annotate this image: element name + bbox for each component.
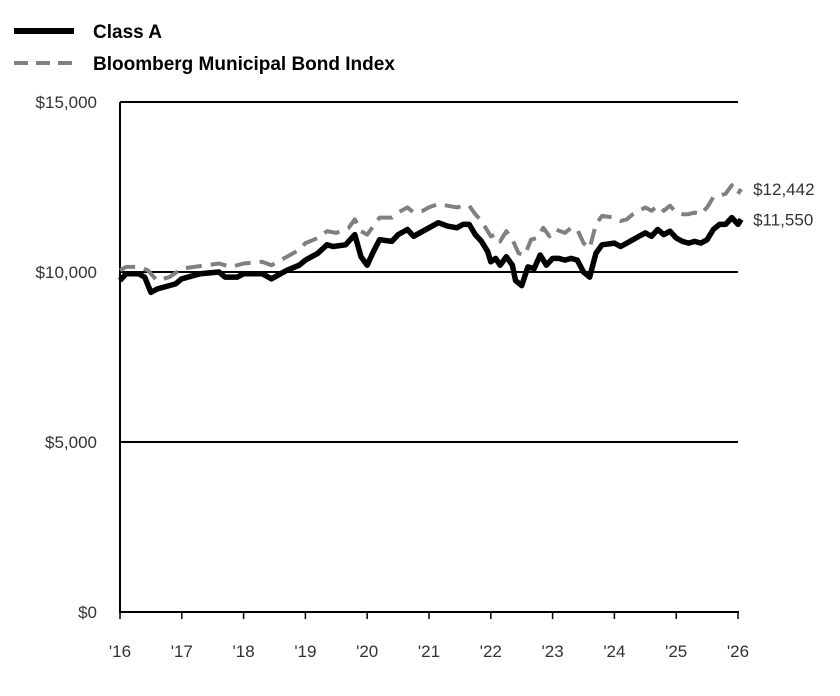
y-tick-label: $0 — [78, 603, 97, 622]
x-tick-label: '18 — [233, 642, 255, 661]
y-tick-labels: $0 $5,000 $10,000 $15,000 — [36, 93, 97, 622]
end-labels: $12,442 $11,550 — [753, 180, 814, 229]
x-tick-label: '23 — [542, 642, 564, 661]
x-tick-label: '25 — [665, 642, 687, 661]
series-layer — [117, 183, 744, 296]
end-value-label-bloomberg-index: $12,442 — [753, 180, 814, 199]
y-tick-label: $5,000 — [45, 433, 97, 452]
x-tick-label: '17 — [171, 642, 193, 661]
x-tick-label: '26 — [727, 642, 749, 661]
legend: Class A Bloomberg Municipal Bond Index — [14, 22, 395, 75]
axes — [119, 102, 739, 613]
legend-entry-bloomberg-index: Bloomberg Municipal Bond Index — [14, 54, 395, 75]
series-line-class-a — [117, 214, 744, 296]
x-tick-label: '24 — [603, 642, 625, 661]
y-tick-label: $15,000 — [36, 93, 97, 112]
legend-label-class-a: Class A — [93, 22, 162, 43]
legend-entry-class-a: Class A — [14, 22, 162, 43]
x-tick-label: '20 — [356, 642, 378, 661]
x-tick-label: '16 — [109, 642, 131, 661]
x-tick-label: '21 — [418, 642, 440, 661]
legend-label-bloomberg-index: Bloomberg Municipal Bond Index — [93, 54, 395, 75]
x-ticks: '16 '17 '18 '19 '20 '21 '22 '23 '24 '25 '26 — [109, 612, 749, 661]
y-tick-label: $10,000 — [36, 263, 97, 282]
series-line-bloomberg-index — [119, 183, 743, 283]
end-value-label-class-a: $11,550 — [753, 210, 813, 229]
x-tick-label: '22 — [480, 642, 502, 661]
x-tick-label: '19 — [294, 642, 316, 661]
